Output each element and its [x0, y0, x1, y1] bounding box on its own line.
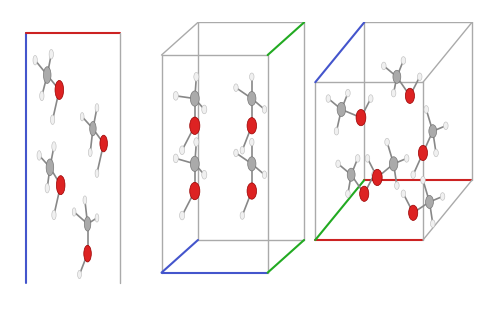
Circle shape: [250, 73, 254, 81]
Circle shape: [49, 50, 53, 59]
Circle shape: [346, 89, 350, 97]
Circle shape: [191, 91, 199, 106]
Circle shape: [360, 186, 369, 201]
Circle shape: [248, 157, 256, 171]
Circle shape: [80, 113, 84, 121]
Circle shape: [40, 91, 44, 101]
Circle shape: [52, 210, 56, 220]
Circle shape: [395, 182, 399, 189]
Circle shape: [52, 142, 56, 151]
Circle shape: [337, 102, 346, 116]
Circle shape: [429, 125, 437, 138]
Circle shape: [262, 106, 267, 113]
Circle shape: [355, 155, 360, 162]
Circle shape: [173, 92, 178, 100]
Circle shape: [336, 160, 340, 168]
Circle shape: [90, 122, 96, 136]
Circle shape: [426, 196, 433, 208]
Circle shape: [234, 84, 238, 92]
Circle shape: [347, 168, 355, 181]
Circle shape: [191, 156, 199, 172]
Circle shape: [37, 151, 41, 160]
Circle shape: [262, 171, 267, 179]
Circle shape: [33, 55, 37, 65]
Circle shape: [372, 171, 376, 179]
Circle shape: [190, 182, 200, 200]
Circle shape: [100, 135, 108, 152]
Circle shape: [419, 145, 428, 161]
Circle shape: [194, 72, 199, 81]
Circle shape: [440, 193, 445, 200]
Circle shape: [385, 138, 389, 146]
Circle shape: [356, 109, 366, 126]
Circle shape: [404, 155, 409, 162]
Circle shape: [240, 147, 244, 154]
Circle shape: [84, 217, 91, 231]
Circle shape: [56, 176, 65, 195]
Circle shape: [190, 117, 200, 134]
Circle shape: [78, 270, 82, 279]
Circle shape: [365, 155, 370, 162]
Circle shape: [247, 183, 256, 199]
Circle shape: [334, 127, 339, 135]
Circle shape: [418, 73, 422, 81]
Circle shape: [444, 122, 448, 130]
Circle shape: [346, 190, 350, 197]
Circle shape: [382, 62, 386, 70]
Circle shape: [369, 95, 373, 102]
Circle shape: [420, 176, 425, 184]
Circle shape: [401, 190, 406, 197]
Circle shape: [434, 149, 438, 157]
Circle shape: [431, 220, 435, 228]
Circle shape: [326, 95, 331, 102]
Circle shape: [393, 70, 401, 83]
Circle shape: [391, 89, 396, 97]
Circle shape: [84, 245, 91, 262]
Circle shape: [95, 214, 99, 222]
Circle shape: [248, 92, 256, 106]
Circle shape: [389, 157, 398, 171]
Circle shape: [424, 106, 429, 113]
Circle shape: [180, 211, 185, 220]
Circle shape: [234, 149, 238, 157]
Circle shape: [88, 148, 92, 156]
Circle shape: [250, 138, 254, 146]
Circle shape: [247, 118, 256, 134]
Circle shape: [95, 169, 99, 178]
Circle shape: [50, 115, 55, 124]
Circle shape: [202, 170, 207, 179]
Circle shape: [408, 205, 418, 220]
Circle shape: [405, 88, 415, 103]
Circle shape: [46, 159, 54, 176]
Circle shape: [44, 67, 51, 84]
Circle shape: [194, 138, 199, 147]
Circle shape: [95, 104, 99, 112]
Circle shape: [83, 196, 87, 204]
Circle shape: [240, 212, 244, 219]
Circle shape: [180, 146, 185, 155]
Circle shape: [55, 80, 64, 100]
Circle shape: [173, 154, 178, 163]
Circle shape: [401, 57, 406, 64]
Circle shape: [202, 105, 207, 114]
Circle shape: [411, 171, 416, 179]
Circle shape: [45, 183, 49, 193]
Circle shape: [372, 169, 382, 186]
Circle shape: [72, 208, 76, 216]
